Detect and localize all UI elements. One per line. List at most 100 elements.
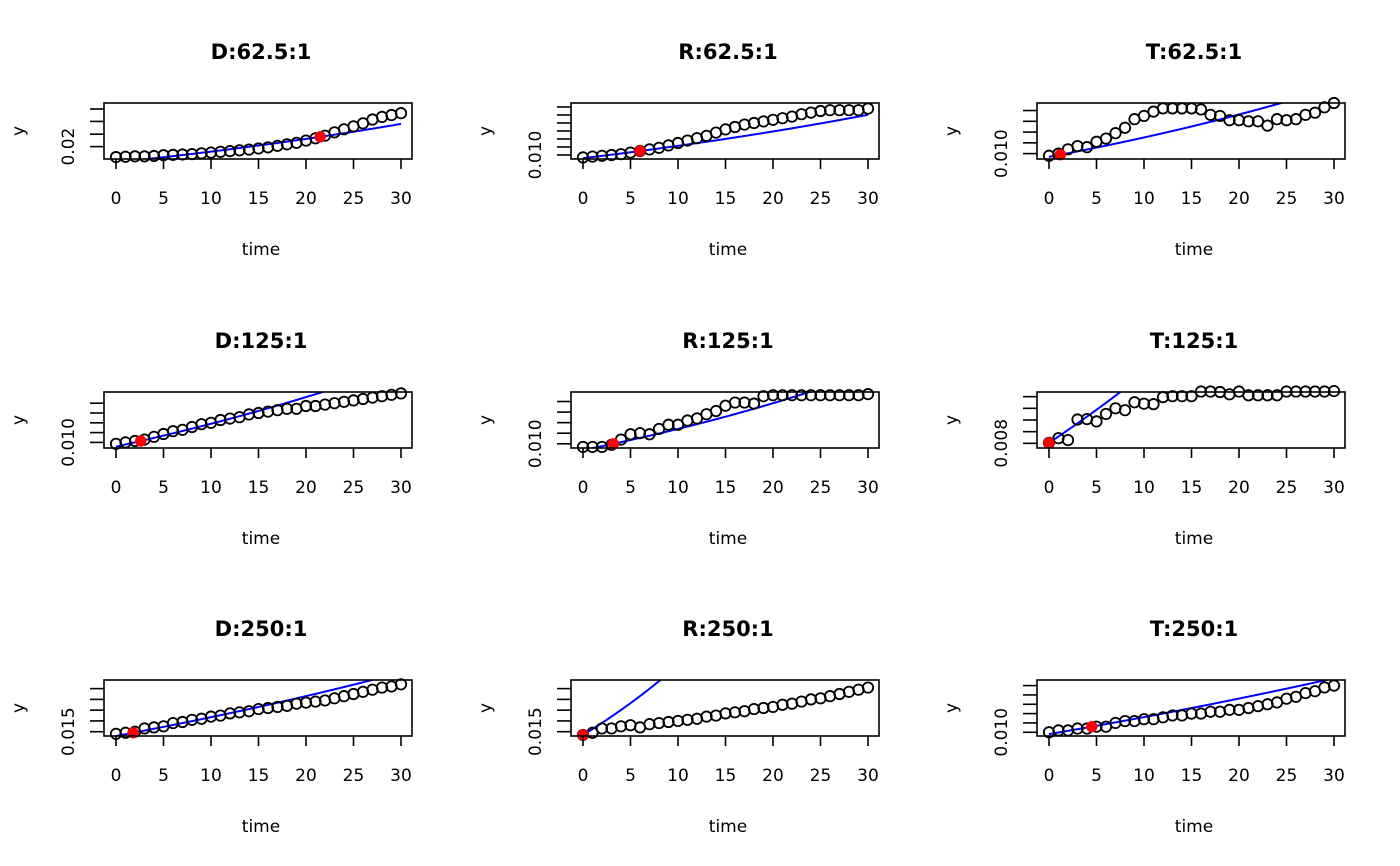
- x-tick-label: 5: [1091, 189, 1102, 209]
- x-axis-label: time: [1175, 817, 1213, 837]
- panel-title: D:250:1: [215, 617, 308, 641]
- data-point: [1099, 407, 1113, 421]
- x-tick-label: 25: [343, 478, 365, 498]
- x-tick-label: 0: [578, 189, 589, 209]
- data-point: [1242, 701, 1255, 715]
- panel-title: R:62.5:1: [678, 40, 777, 64]
- x-axis-label: time: [709, 240, 747, 260]
- data-point: [1118, 121, 1132, 134]
- data-point: [1261, 119, 1274, 132]
- data-point: [1166, 709, 1179, 722]
- x-tick-label: 5: [1091, 478, 1102, 498]
- x-tick-label: 0: [111, 478, 122, 498]
- panel-R-62-5-1: R:62.5:1 0 5 10 15 20 25 30 0.010 time y: [476, 40, 880, 260]
- data-point: [842, 104, 856, 117]
- x-tick-label: 15: [1181, 766, 1203, 786]
- x-tick-label: 25: [1276, 478, 1298, 498]
- panel-title: D:62.5:1: [211, 40, 312, 64]
- x-axis-label: time: [709, 529, 747, 549]
- x-tick-label: 5: [158, 189, 169, 209]
- data-point: [1185, 390, 1198, 403]
- x-tick-label: 5: [625, 189, 636, 209]
- y-tick-label: 0.010: [992, 708, 1012, 757]
- x-tick-label: 25: [343, 766, 365, 786]
- x-tick-label: 15: [1181, 478, 1203, 498]
- x-tick-label: 15: [715, 478, 737, 498]
- x-tick-label: 30: [390, 766, 412, 786]
- panel-title: R:125:1: [682, 329, 773, 353]
- highlight-point: [634, 145, 646, 157]
- data-point: [1080, 141, 1094, 154]
- data-point: [861, 681, 875, 694]
- x-tick-label: 10: [667, 766, 689, 786]
- x-tick-label: 30: [390, 478, 412, 498]
- data-point: [394, 107, 408, 120]
- data-point: [1251, 389, 1265, 402]
- panel-D-62-5-1: D:62.5:1 0 5 10 15 20 25 30 0.02 time y: [9, 40, 413, 260]
- data-point: [1071, 722, 1084, 735]
- data-point: [766, 389, 780, 402]
- data-point: [1204, 705, 1217, 718]
- data-point: [1185, 707, 1198, 720]
- x-tick-label: 25: [810, 766, 832, 786]
- data-point: [643, 428, 656, 441]
- y-tick-label: 0.02: [59, 128, 79, 166]
- data-point: [1118, 404, 1132, 417]
- x-tick-label: 25: [810, 189, 832, 209]
- fit-curve: [582, 113, 869, 159]
- data-point: [1223, 703, 1236, 716]
- y-tick-label: 0.010: [59, 418, 79, 467]
- y-axis-label: y: [476, 703, 496, 713]
- x-tick-label: 5: [158, 478, 169, 498]
- x-tick-label: 5: [158, 766, 169, 786]
- panel-title: T:62.5:1: [1146, 40, 1242, 64]
- x-tick-label: 10: [200, 478, 222, 498]
- x-tick-label: 20: [295, 478, 317, 498]
- data-point: [1166, 390, 1179, 403]
- y-tick-label: 0.008: [992, 419, 1012, 468]
- data-point: [1090, 415, 1103, 428]
- x-tick-label: 25: [1276, 189, 1298, 209]
- x-tick-label: 15: [715, 189, 737, 209]
- highlight-point: [314, 131, 326, 143]
- x-tick-label: 5: [1091, 766, 1102, 786]
- highlight-point: [135, 435, 147, 447]
- panel-T-250-1: T:250:1 0 5 10 15 20 25 30 0.010 time y: [942, 617, 1346, 837]
- panel-title: D:125:1: [215, 329, 308, 353]
- data-point: [1223, 114, 1236, 127]
- data-point: [1308, 106, 1322, 119]
- data-point: [804, 389, 818, 402]
- data-point: [1318, 681, 1331, 694]
- x-axis-label: time: [1175, 529, 1213, 549]
- x-tick-label: 20: [1228, 766, 1250, 786]
- x-tick-label: 10: [200, 189, 222, 209]
- y-tick-label: 0.010: [526, 131, 546, 180]
- x-tick-label: 20: [762, 478, 784, 498]
- data-point: [586, 440, 599, 454]
- y-axis-label: y: [476, 126, 496, 136]
- y-axis-label: y: [9, 703, 29, 713]
- y-axis-label: y: [9, 415, 29, 425]
- data-point: [1175, 390, 1189, 403]
- x-tick-label: 30: [1323, 766, 1345, 786]
- x-tick-label: 0: [1044, 189, 1055, 209]
- data-point: [1299, 686, 1312, 700]
- fit-curve: [582, 680, 662, 736]
- y-tick-label: 0.010: [992, 129, 1012, 178]
- data-point: [776, 389, 789, 402]
- x-axis-label: time: [709, 817, 747, 837]
- data-point: [1061, 433, 1075, 447]
- plot-box: [103, 102, 413, 160]
- y-axis-label: y: [942, 415, 962, 425]
- x-tick-label: 25: [343, 189, 365, 209]
- data-point: [1118, 714, 1132, 728]
- data-point: [394, 678, 408, 691]
- highlight-point: [1086, 720, 1098, 733]
- fit-curve: [1048, 392, 1123, 444]
- panel-title: R:250:1: [682, 617, 773, 641]
- data-point: [1109, 402, 1122, 415]
- data-point: [1280, 692, 1293, 705]
- data-point: [1261, 389, 1274, 402]
- data-point: [1109, 127, 1122, 140]
- x-tick-label: 10: [1133, 189, 1155, 209]
